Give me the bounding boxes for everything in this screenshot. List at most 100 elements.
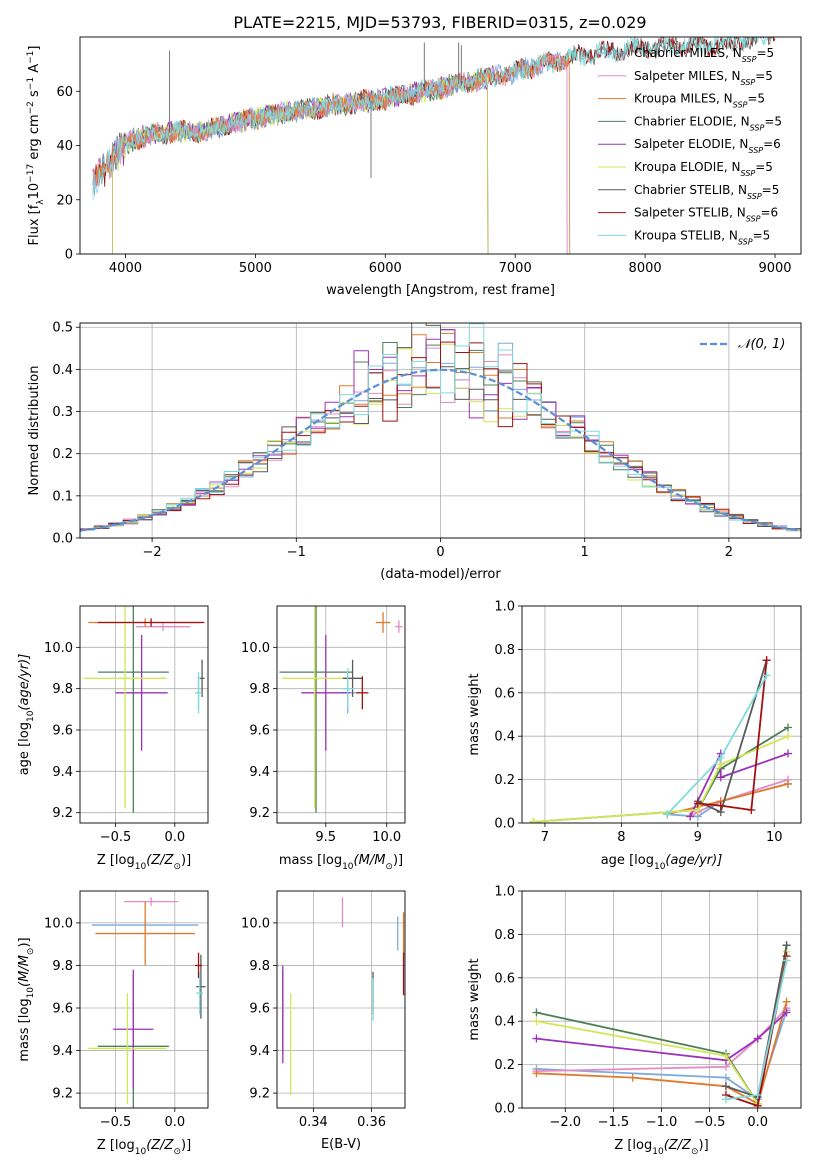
- y-tick-label: 1.0: [494, 600, 515, 615]
- weight-marker-kroupa-stelib: [721, 1095, 730, 1104]
- x-tick-label: −0.5: [694, 1115, 726, 1130]
- y-tick-label: 9.8: [52, 959, 73, 974]
- y-tick-label: 0.2: [494, 1058, 515, 1073]
- x-tick-label: 10.0: [372, 830, 401, 845]
- errorbars: [88, 897, 206, 1108]
- y-tick-label: 0.4: [494, 730, 515, 745]
- x-tick-label: −0.5: [100, 830, 132, 845]
- weight-marker-chabrier-elodie: [532, 1008, 541, 1017]
- x-tick-label: −1.5: [598, 1115, 630, 1130]
- weight-marker-chabrier-elodie: [784, 723, 793, 732]
- y-tick-label: 60: [56, 85, 73, 100]
- axes-frame: [79, 605, 209, 824]
- y-tick-label: 0.2: [52, 447, 73, 462]
- y-tick-label: 9.6: [52, 1002, 73, 1017]
- x-axis-label: Z [log10(Z/Z⊙)]: [97, 1138, 191, 1157]
- axes-frame: [276, 605, 406, 824]
- y-tick-label: 9.6: [249, 1002, 270, 1017]
- spectrum-line-kroupa-stelib: [92, 37, 772, 200]
- x-tick-label: 0.0: [747, 1115, 768, 1130]
- weight-marker-salpeter-elodie: [686, 812, 695, 821]
- errorbars: [282, 897, 405, 1096]
- axes-residuals: −2 −1 0 1 2 0.0 0.1 0.2 0.3 0.4 0.5: [52, 321, 801, 560]
- x-tick-label: −0.5: [100, 1115, 132, 1130]
- weight-marker-kroupa-elodie: [721, 1051, 730, 1060]
- y-axis-label: mass weight: [467, 958, 482, 1040]
- x-tick-label: 0.34: [299, 1115, 328, 1130]
- y-tick-label: 9.2: [52, 806, 73, 821]
- legend-entry: Salpeter ELODIE, NSSP=6: [634, 137, 781, 155]
- weight-line-salpeter-stelib: [697, 660, 768, 812]
- y-tick-label: 10.0: [44, 641, 73, 656]
- axes-age-vs-mass: 9.5 10.0 9.2 9.4 9.6 9.8 10.0: [241, 606, 405, 845]
- spectrum-line-kroupa-miles: [92, 53, 571, 254]
- y-tick-label: 0.4: [494, 1015, 515, 1030]
- weight-line-chabrier-elodie: [533, 726, 789, 823]
- weight-line-kroupa-elodie: [533, 735, 789, 823]
- x-tick-label: 5000: [239, 261, 272, 276]
- legend-entry: Salpeter STELIB, NSSP=6: [634, 206, 778, 224]
- x-axis-label: Z [log10(Z/Z⊙)]: [97, 853, 191, 872]
- y-tick-label: 0.4: [52, 363, 73, 378]
- x-tick-label: 2: [725, 545, 733, 560]
- axes-weight-vs-Z: −2.0 −1.5 −1.0 −0.5 0.0 0.0 0.2 0.4 0.6 0.8 1.0: [494, 885, 801, 1130]
- y-tick-label: 10.0: [241, 916, 270, 931]
- y-tick-label: 0: [65, 248, 73, 263]
- weight-marker-salpeter-stelib: [693, 799, 702, 808]
- y-tick-label: 9.4: [249, 1044, 270, 1059]
- y-tick-label: 10.0: [241, 641, 270, 656]
- weight-marker-salpeter-stelib: [762, 656, 771, 665]
- y-tick-label: 0.2: [494, 773, 515, 788]
- x-tick-label: 9.5: [315, 830, 336, 845]
- x-axis-label: wavelength [Angstrom, rest frame]: [326, 283, 555, 298]
- x-tick-label: 7000: [499, 261, 532, 276]
- axes-frame: [521, 605, 802, 824]
- y-axis-label: age [log10(age/yr)]: [17, 654, 36, 776]
- y-axis-label: Flux [fλ10−17 erg cm−2 s−1 A−1]: [26, 46, 46, 246]
- y-tick-label: 9.2: [249, 1087, 270, 1102]
- x-tick-label: 10: [766, 830, 783, 845]
- x-tick-label: 8000: [629, 261, 662, 276]
- weight-marker-salpeter-stelib: [753, 1101, 762, 1108]
- x-tick-label: 0.0: [164, 1115, 185, 1130]
- weight-marker-salpeter-elodie: [532, 1034, 541, 1043]
- weight-marker-kroupa-stelib: [663, 810, 672, 819]
- spectrum-line-chabrier-elodie: [112, 67, 489, 254]
- x-tick-label: 7: [541, 830, 549, 845]
- x-tick-label: 0.36: [357, 1115, 386, 1130]
- weight-marker-kroupa-stelib: [716, 753, 725, 762]
- weight-marker-kroupa-stelib: [762, 671, 771, 680]
- y-tick-label: 0.3: [52, 405, 73, 420]
- y-tick-label: 10.0: [44, 916, 73, 931]
- x-tick-label: −2.0: [550, 1115, 582, 1130]
- y-tick-label: 9.4: [52, 765, 73, 780]
- weight-marker-salpeter-elodie: [782, 1008, 791, 1017]
- y-tick-label: 9.8: [52, 682, 73, 697]
- y-tick-label: 0.6: [494, 971, 515, 986]
- weight-marker-salpeter-elodie: [784, 749, 793, 758]
- x-tick-label: 8: [617, 830, 625, 845]
- errorbars: [83, 606, 205, 813]
- weight-marker-salpeter-stelib: [747, 805, 756, 814]
- weight-marker-kroupa-elodie: [532, 1017, 541, 1026]
- weight-marker-salpeter-stelib: [716, 801, 725, 810]
- legend-entry: Kroupa STELIB, NSSP=5: [634, 228, 770, 246]
- weight-marker-kroupa-elodie: [784, 732, 793, 741]
- weight-lines: [532, 941, 791, 1108]
- spectrum-line-kroupa-elodie: [112, 71, 489, 254]
- axes-mass-vs-Z: −0.5 0.0 9.2 9.4 9.6 9.8 10.0: [44, 891, 208, 1130]
- weight-marker-kroupa-miles: [782, 997, 791, 1006]
- y-tick-label: 0.1: [52, 489, 73, 504]
- weight-marker-chabrier-stelib: [721, 1082, 730, 1091]
- legend-entry: 𝒩(0, 1): [738, 337, 785, 352]
- y-axis-label: mass [log10(M/M⊙)]: [17, 937, 36, 1061]
- y-tick-label: 9.2: [249, 806, 270, 821]
- spectrum-line-salpeter-miles: [92, 53, 568, 254]
- spectrum-lines: [92, 37, 776, 254]
- axes-frame: [276, 890, 406, 1109]
- weight-marker-salpeter-elodie: [716, 773, 725, 782]
- x-axis-label: Z [log10(Z/Z⊙)]: [614, 1138, 708, 1157]
- axes-frame: [79, 36, 802, 255]
- y-tick-label: 1.0: [494, 885, 515, 900]
